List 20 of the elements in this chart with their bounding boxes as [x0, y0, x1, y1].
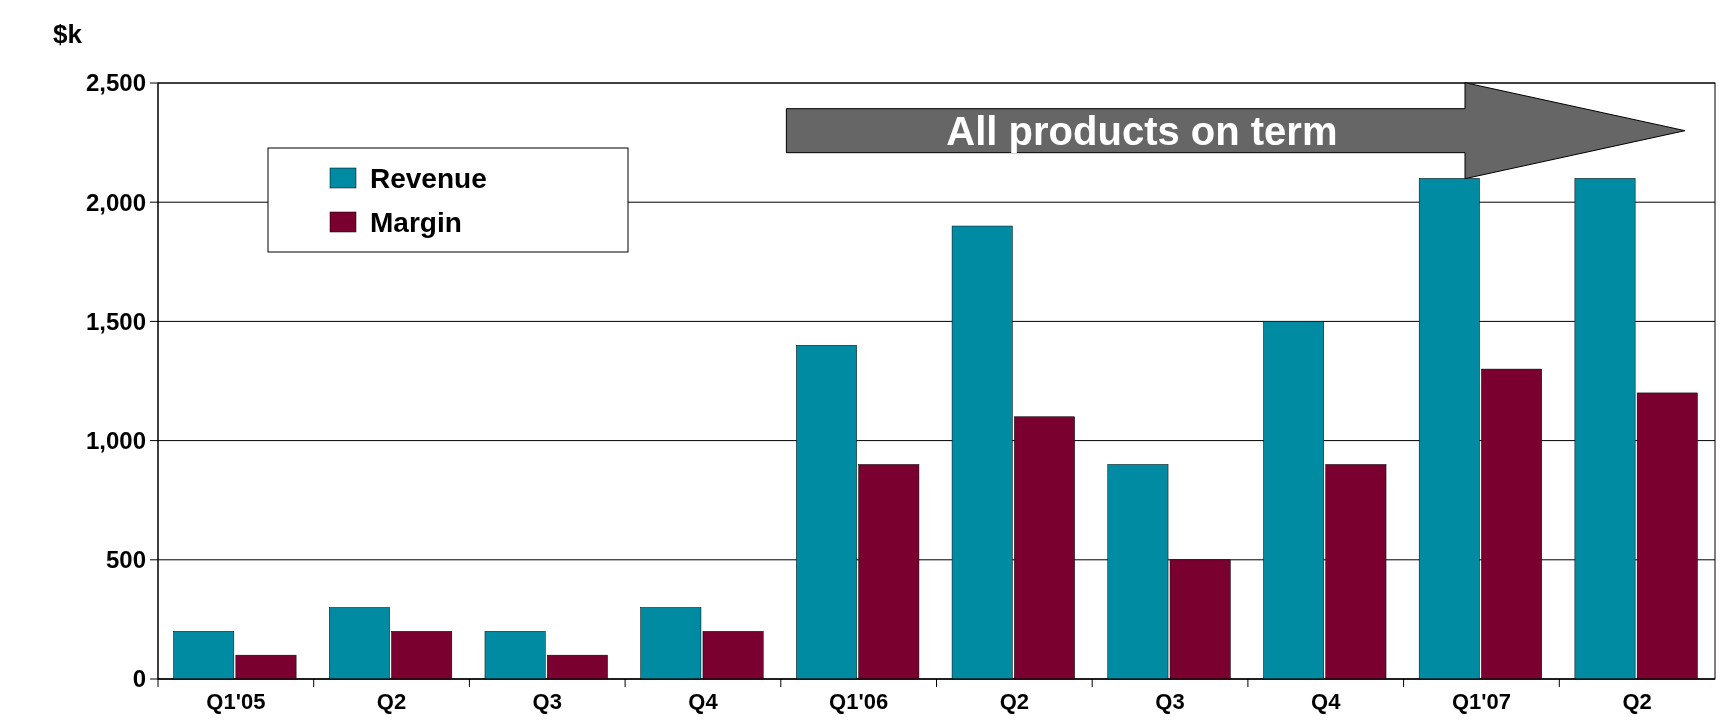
annotation: All products on term	[946, 108, 1338, 153]
x-tick-label: Q1'06	[829, 689, 889, 714]
x-tick-label: Q3	[1155, 689, 1185, 714]
x-tick-label: Q4	[1311, 689, 1342, 714]
y-tick-label: 0	[132, 665, 146, 693]
x-tick-label: Q2	[1622, 689, 1652, 714]
y-axis-title: $k	[53, 19, 83, 49]
x-tick-label: Q4	[688, 689, 719, 714]
x-tick-label: Q2	[376, 689, 407, 714]
x-tick-label: Q1'07	[1451, 689, 1511, 714]
x-tick-label: Q1'05	[206, 689, 266, 714]
y-tick-label: 1,500	[85, 307, 146, 335]
x-tick-label: Q2	[999, 689, 1030, 714]
legend-label: Revenue	[370, 162, 487, 194]
y-tick-label: 1,000	[85, 427, 146, 454]
y-tick-label: 2,000	[85, 188, 146, 216]
y-tick-label: 2,500	[85, 69, 146, 97]
y-tick-label: 500	[105, 546, 146, 574]
legend-label: Margin	[370, 206, 462, 238]
x-tick-label: Q3	[532, 689, 562, 714]
